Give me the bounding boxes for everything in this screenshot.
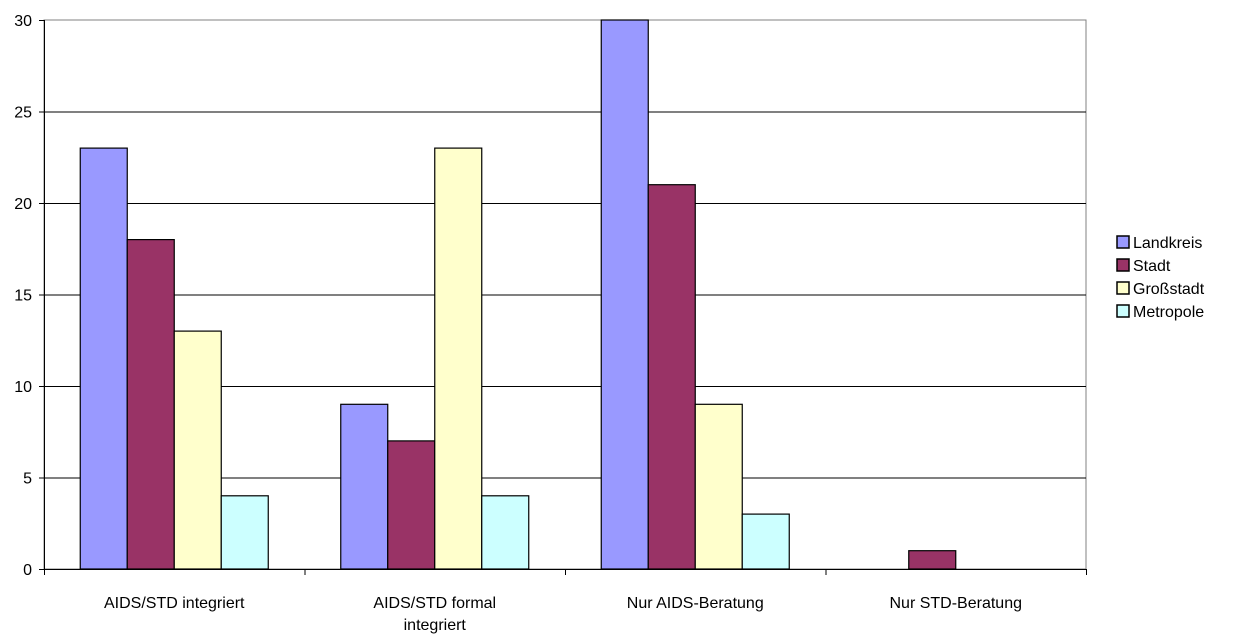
legend-swatch-stadt	[1116, 258, 1130, 272]
legend-swatch-metropole	[1116, 304, 1130, 318]
bar-metropole	[220, 495, 269, 570]
legend-label-großstadt: Großstadt	[1133, 281, 1205, 298]
legend: Landkreis Stadt Großstadt Metropole	[1116, 235, 1205, 321]
bar-metropole	[481, 495, 530, 570]
x-tick-label: Nur AIDS-Beratung	[627, 595, 764, 612]
legend-label-landkreis: Landkreis	[1133, 235, 1202, 252]
x-tick-label: integriert	[404, 617, 467, 634]
legend-label-stadt: Stadt	[1133, 258, 1171, 275]
bars	[79, 19, 957, 570]
x-tick-label: AIDS/STD integriert	[104, 595, 245, 612]
y-tick-label: 10	[14, 379, 32, 396]
y-tick-label: 20	[14, 196, 32, 213]
y-tick-label: 0	[23, 562, 32, 579]
legend-label-metropole: Metropole	[1133, 304, 1204, 321]
x-tick-label: AIDS/STD formal	[373, 595, 496, 612]
bar-stadt	[908, 550, 957, 570]
axes: 0 5 10 15 20 25 30 AIDS/STD integriert AIDS/STD …	[14, 13, 1087, 634]
bar-landkreis	[79, 147, 128, 570]
bar-metropole	[741, 513, 790, 570]
y-tick-label: 15	[14, 288, 32, 305]
bar-landkreis	[340, 403, 389, 570]
legend-swatch-landkreis	[1116, 235, 1130, 249]
bar-großstadt	[694, 403, 743, 570]
legend-swatch-großstadt	[1116, 281, 1130, 295]
x-tick-label: Nur STD-Beratung	[890, 595, 1023, 612]
bar-stadt	[387, 440, 436, 570]
y-tick-label: 30	[14, 13, 32, 30]
bar-großstadt	[434, 147, 483, 570]
bar-stadt	[647, 184, 696, 570]
bar-stadt	[126, 239, 175, 570]
bar-großstadt	[173, 330, 222, 570]
bar-landkreis	[600, 19, 649, 570]
y-tick-label: 5	[23, 471, 32, 488]
y-tick-label: 25	[14, 105, 32, 122]
